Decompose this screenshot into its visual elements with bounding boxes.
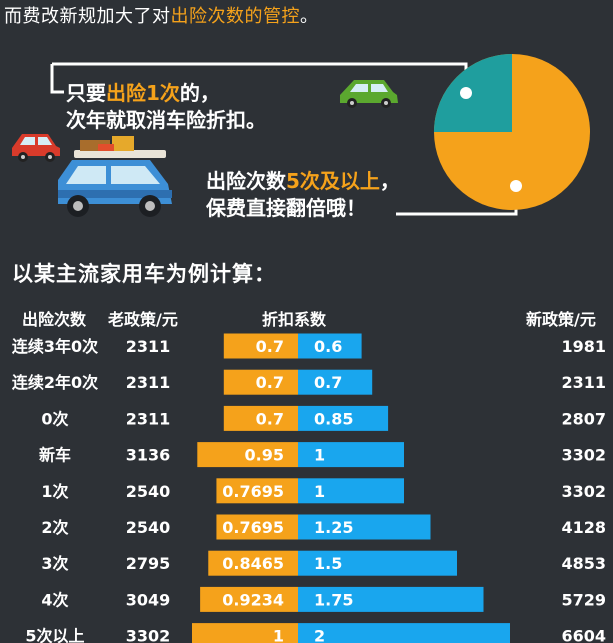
header-old-premium: 老政策/元 xyxy=(108,310,178,329)
luggage-icon xyxy=(80,136,134,151)
callout-one: 只要出险1次的， 次年就取消车险折扣。 xyxy=(66,80,266,134)
label-old-coefficient: 0.7 xyxy=(256,373,284,392)
row-old-premium: 3136 xyxy=(126,446,171,465)
row-new-premium: 2807 xyxy=(561,409,606,428)
label-old-coefficient: 0.8465 xyxy=(222,554,284,573)
callout-one-highlight: 出险1次 xyxy=(106,81,180,105)
callout-one-line2: 次年就取消车险折扣。 xyxy=(66,108,266,132)
row-claims-label: 连续2年0次 xyxy=(12,373,98,392)
blue-car-icon xyxy=(58,150,172,217)
bar-old-coefficient xyxy=(208,550,298,576)
intro-text: 而费改新规加大了对出险次数的管控。 xyxy=(4,2,319,28)
callout-two-suffix: ， xyxy=(379,169,400,193)
bar-old-coefficient xyxy=(216,478,298,504)
row-claims-label: 5次以上 xyxy=(25,627,84,643)
callout-two-line2: 保费直接翻倍哦！ xyxy=(206,196,366,220)
bar-new-coefficient xyxy=(298,333,362,359)
bar-new-coefficient xyxy=(298,442,404,468)
row-claims-label: 连续3年0次 xyxy=(12,337,98,356)
label-old-coefficient: 0.95 xyxy=(245,446,284,465)
row-claims-label: 3次 xyxy=(41,554,68,573)
intro-suffix: 。 xyxy=(300,6,319,27)
label-old-coefficient: 1 xyxy=(273,627,284,643)
bar-new-coefficient xyxy=(298,550,457,576)
row-new-premium: 3302 xyxy=(561,446,606,465)
row-claims-label: 1次 xyxy=(41,482,68,501)
row-old-premium: 3302 xyxy=(126,627,171,643)
header-new-premium: 新政策/元 xyxy=(526,310,596,329)
header-claims: 出险次数 xyxy=(22,310,87,329)
row-new-premium: 4853 xyxy=(561,554,606,573)
label-new-coefficient: 1 xyxy=(314,482,325,501)
row-claims-label: 0次 xyxy=(41,409,68,428)
section-title: 以某主流家用车为例计算： xyxy=(12,262,276,286)
row-new-premium: 6604 xyxy=(561,627,606,643)
bar-old-coefficient xyxy=(223,333,298,359)
bar-new-coefficient xyxy=(298,514,431,540)
label-new-coefficient: 0.6 xyxy=(314,337,342,356)
row-new-premium: 5729 xyxy=(561,590,606,609)
bar-new-coefficient xyxy=(298,586,484,612)
callout-two-line1: 出险次数5次及以上， xyxy=(206,168,400,195)
row-new-premium: 1981 xyxy=(561,337,606,356)
callout-one-line1: 只要出险1次的， xyxy=(66,80,266,107)
bar-old-coefficient xyxy=(223,369,298,395)
label-new-coefficient: 1.25 xyxy=(314,518,353,537)
row-old-premium: 2311 xyxy=(126,337,171,356)
label-old-coefficient: 0.9234 xyxy=(222,590,284,609)
bar-old-coefficient xyxy=(192,623,298,643)
label-new-coefficient: 2 xyxy=(314,627,325,643)
red-car-icon xyxy=(12,134,60,162)
row-old-premium: 2795 xyxy=(126,554,171,573)
row-old-premium: 2311 xyxy=(126,409,171,428)
row-old-premium: 2540 xyxy=(126,518,171,537)
bar-old-coefficient xyxy=(216,514,298,540)
header-coefficient: 折扣系数 xyxy=(262,310,327,329)
callout-two: 出险次数5次及以上， 保费直接翻倍哦！ xyxy=(206,168,400,222)
bar-new-coefficient xyxy=(298,369,373,395)
pie-chart-icon xyxy=(434,54,590,210)
label-new-coefficient: 1.5 xyxy=(314,554,342,573)
callout-two-prefix: 出险次数 xyxy=(206,169,286,193)
bar-old-coefficient xyxy=(200,586,298,612)
row-claims-label: 4次 xyxy=(41,590,68,609)
label-new-coefficient: 1 xyxy=(314,446,325,465)
callout-one-suffix: 的， xyxy=(179,81,220,105)
green-car-icon xyxy=(340,80,398,108)
bar-new-coefficient xyxy=(298,623,510,643)
illustration-scene xyxy=(12,54,590,217)
label-old-coefficient: 0.7 xyxy=(256,409,284,428)
bar-new-coefficient xyxy=(298,405,389,431)
row-old-premium: 2311 xyxy=(126,373,171,392)
row-new-premium: 4128 xyxy=(561,518,606,537)
row-claims-label: 2次 xyxy=(41,518,68,537)
row-old-premium: 2540 xyxy=(126,482,171,501)
intro-prefix: 而费改新规加大了对 xyxy=(4,6,171,27)
label-old-coefficient: 0.7695 xyxy=(222,518,284,537)
label-new-coefficient: 0.85 xyxy=(314,409,353,428)
callout-one-prefix: 只要 xyxy=(66,81,106,105)
label-new-coefficient: 1.75 xyxy=(314,590,353,609)
bar-old-coefficient xyxy=(197,442,298,468)
row-claims-label: 新车 xyxy=(39,446,71,465)
row-old-premium: 3049 xyxy=(126,590,171,609)
label-old-coefficient: 0.7695 xyxy=(222,482,284,501)
row-new-premium: 2311 xyxy=(561,373,606,392)
row-new-premium: 3302 xyxy=(561,482,606,501)
intro-highlight: 出险次数的管控 xyxy=(170,6,300,27)
callout-two-highlight: 5次及以上 xyxy=(286,169,380,193)
bar-old-coefficient xyxy=(223,405,298,431)
bar-new-coefficient xyxy=(298,478,404,504)
label-old-coefficient: 0.7 xyxy=(256,337,284,356)
label-new-coefficient: 0.7 xyxy=(314,373,342,392)
